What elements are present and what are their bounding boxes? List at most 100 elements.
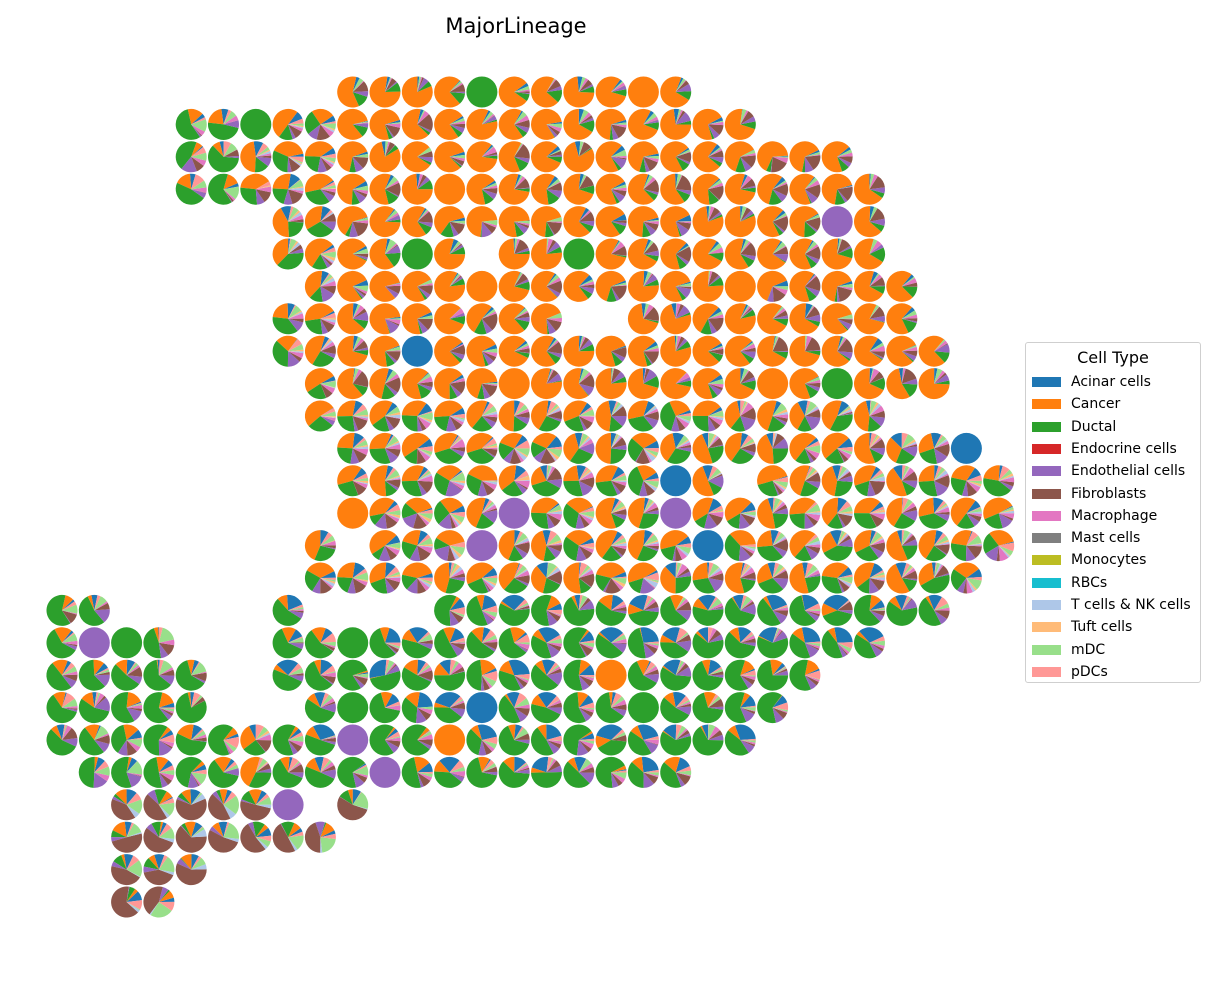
pie-slice — [372, 545, 385, 560]
pie-slice — [272, 340, 289, 367]
pie-slice — [288, 187, 304, 191]
pie-slice — [546, 465, 551, 481]
spot-pie — [660, 432, 692, 464]
pie-slice — [320, 416, 336, 421]
pie-slice — [643, 176, 656, 190]
pie-slice — [320, 209, 333, 222]
legend-title: Cell Type — [1077, 348, 1149, 367]
pie-slice — [950, 543, 967, 562]
pie-slice — [675, 221, 692, 224]
pie-slice — [675, 303, 681, 319]
pie-slice — [352, 311, 369, 322]
spot-pie — [111, 692, 143, 724]
pie-slice — [692, 726, 724, 756]
pie-slice — [417, 578, 427, 594]
pie-slice — [449, 448, 465, 457]
spot-pie — [854, 400, 886, 432]
pie-slice — [385, 81, 398, 92]
pie-slice — [158, 772, 175, 781]
pie-slice — [643, 736, 659, 740]
pie-slice — [481, 411, 498, 416]
pie-slice — [406, 578, 418, 594]
spot-pie — [240, 173, 272, 205]
pie-slice — [514, 401, 525, 416]
pie-slice — [578, 675, 594, 687]
spot-pie — [724, 335, 756, 367]
pie-slice — [901, 467, 911, 481]
pie-slice — [627, 497, 645, 528]
pie-slice — [740, 254, 756, 261]
pie-slice — [708, 629, 721, 643]
pie-slice — [563, 335, 595, 367]
pie-slice — [320, 578, 336, 582]
pie-slice — [112, 796, 127, 805]
pie-slice — [595, 465, 618, 483]
pie-slice — [385, 704, 401, 708]
pie-slice — [500, 601, 515, 611]
spot-pie — [821, 400, 853, 432]
pie-slice — [998, 506, 1013, 514]
pie-slice — [821, 575, 843, 594]
pie-slice — [692, 660, 724, 691]
spot-pie — [369, 756, 401, 788]
pie-slice — [320, 286, 334, 302]
pie-slice — [337, 465, 362, 485]
pie-slice — [352, 675, 368, 686]
pie-slice — [804, 405, 817, 416]
pie-slice — [772, 536, 787, 546]
pie-slice — [223, 143, 238, 157]
pie-slice — [675, 576, 692, 594]
pie-slice — [578, 763, 594, 773]
pie-slice — [147, 789, 159, 805]
pie-slice — [546, 534, 561, 546]
pie-slice — [546, 318, 562, 332]
pie-slice — [643, 175, 653, 190]
pie-slice — [631, 756, 644, 773]
pie-slice — [514, 411, 530, 418]
pie-slice — [514, 279, 529, 287]
pie-slice — [94, 671, 110, 676]
legend-label: Fibroblasts — [1071, 485, 1147, 502]
pie-slice — [546, 448, 557, 461]
pie-slice — [966, 500, 981, 514]
pie-slice — [190, 789, 201, 805]
pie-slice — [772, 502, 786, 514]
pie-slice — [320, 545, 336, 549]
pie-slice — [740, 668, 755, 676]
pie-slice — [417, 707, 433, 715]
pie-slice — [804, 480, 821, 489]
pie-slice — [304, 173, 334, 193]
pie-slice — [708, 252, 724, 254]
pie-slice — [158, 765, 175, 773]
pie-slice — [546, 400, 552, 416]
pie-slice — [821, 270, 852, 302]
pie-slice — [385, 282, 401, 287]
pie-slice — [223, 109, 232, 125]
spot-pie — [175, 789, 207, 821]
pie-slice — [708, 724, 716, 740]
pie-slice — [320, 735, 336, 740]
pie-slice — [886, 601, 918, 626]
pie-slice — [532, 629, 547, 643]
pie-slice — [223, 120, 240, 128]
pie-slice — [514, 307, 526, 319]
spot-pie — [724, 692, 756, 724]
pie-slice — [352, 338, 364, 352]
legend-entry: mDC — [1032, 640, 1105, 660]
legend-label: mDC — [1071, 641, 1106, 658]
pie-slice — [417, 480, 433, 494]
pie-slice — [62, 727, 78, 740]
pie-slice — [837, 314, 853, 319]
pie-slice — [514, 604, 530, 611]
pie-slice — [639, 156, 646, 173]
pie-slice — [514, 220, 530, 222]
pie-slice — [708, 606, 724, 611]
pie-slice — [610, 432, 617, 449]
pie-slice — [643, 240, 654, 254]
pie-slice — [546, 369, 554, 384]
pie-slice — [675, 286, 687, 301]
pie-slice — [514, 764, 529, 773]
pie-slice — [158, 804, 170, 818]
pie-slice — [143, 757, 163, 788]
spot-pie — [401, 108, 433, 140]
